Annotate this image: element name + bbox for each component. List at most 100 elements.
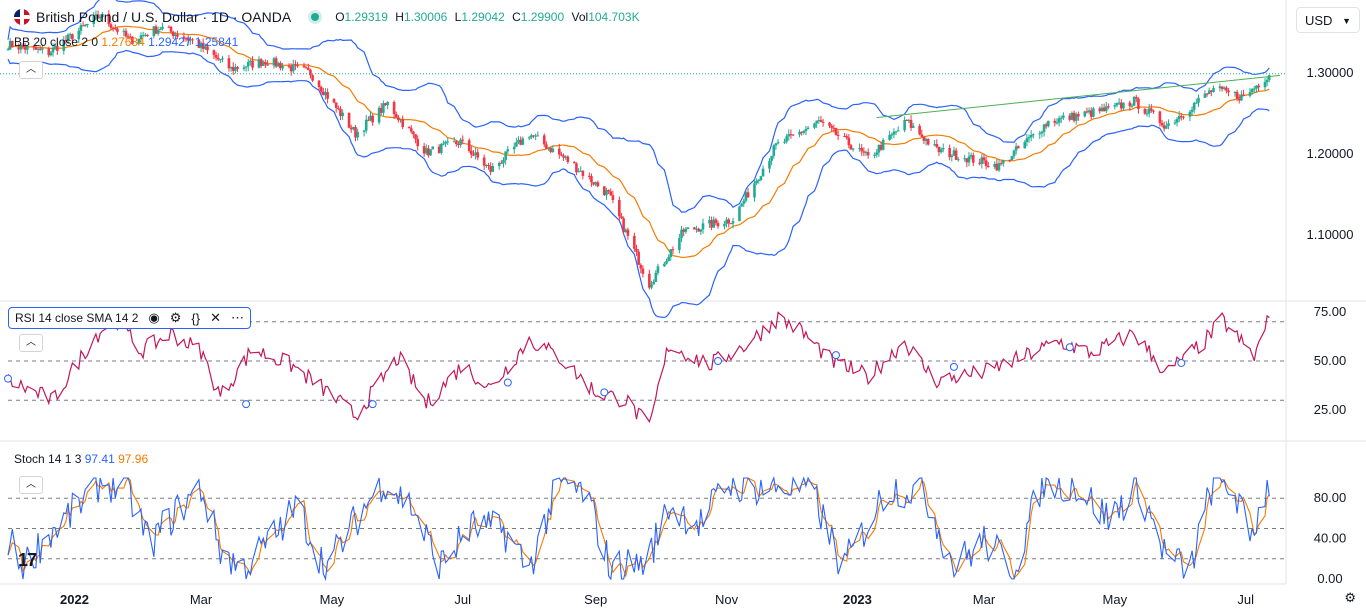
candle-body xyxy=(227,58,231,69)
candle-body xyxy=(532,135,535,137)
candle-body xyxy=(461,139,465,141)
candle-body xyxy=(414,134,417,139)
tradingview-logo[interactable]: 17 xyxy=(18,550,37,570)
candle-body xyxy=(1192,102,1196,110)
candle-body xyxy=(339,108,342,117)
candle-body xyxy=(821,121,825,123)
bb-lower-band xyxy=(7,49,1270,319)
settings-icon[interactable]: ⚙ xyxy=(1344,590,1356,605)
collapse-icon[interactable]: ︿ xyxy=(19,61,43,79)
candle-body xyxy=(1265,79,1269,82)
gear-icon[interactable]: ⚙ xyxy=(169,310,182,325)
collapse-icon[interactable]: ︿ xyxy=(19,476,43,494)
bb-upper-band xyxy=(7,0,1270,213)
candle-body xyxy=(527,137,531,139)
eye-icon[interactable]: ◉ xyxy=(148,310,160,325)
candle-body xyxy=(830,125,833,128)
candle-body xyxy=(186,38,190,41)
candle-body xyxy=(1027,137,1031,139)
candle-body xyxy=(671,249,675,251)
candle-body xyxy=(770,155,773,161)
candle-body xyxy=(1220,86,1224,89)
time-axis-label: 2023 xyxy=(843,592,872,607)
stoch-legend[interactable]: Stoch 14 1 3 97.41 97.96 xyxy=(14,452,148,466)
candle-body xyxy=(592,182,595,185)
close-icon[interactable]: ✕ xyxy=(210,310,221,325)
collapse-icon[interactable]: ︿ xyxy=(19,334,43,352)
rsi-divergence-marker xyxy=(4,374,12,383)
candle-body xyxy=(407,127,411,129)
candle-body xyxy=(564,156,568,158)
candle-body xyxy=(424,148,428,154)
candle-body xyxy=(158,29,162,31)
rsi-line xyxy=(7,311,1270,423)
candle-body xyxy=(566,156,570,163)
candle-body xyxy=(274,58,278,67)
candle-body xyxy=(311,75,314,81)
candle-body xyxy=(101,13,104,18)
candle-body xyxy=(167,26,171,28)
candle-body xyxy=(266,64,269,66)
candle-body xyxy=(605,190,608,196)
candle-body xyxy=(783,141,786,143)
candle-body xyxy=(918,125,921,135)
rsi-divergence-marker xyxy=(1065,343,1074,352)
braces-icon[interactable]: {} xyxy=(191,310,201,326)
candle-body xyxy=(1263,81,1267,88)
candle-body xyxy=(77,30,81,40)
candle-body xyxy=(1092,108,1095,117)
candle-body xyxy=(279,62,282,69)
candle-body xyxy=(124,30,128,37)
candle-body xyxy=(41,48,44,50)
candle-body xyxy=(684,228,688,232)
currency-select[interactable]: USD ▼ xyxy=(1296,7,1360,33)
candle-body xyxy=(993,163,997,168)
candle-body xyxy=(536,135,540,137)
candle-body xyxy=(128,36,132,38)
bb-legend[interactable]: BB 20 close 2 0 1.27634 1.29427 1.25841 xyxy=(14,35,238,49)
candle-body xyxy=(695,228,698,230)
rsi-axis-label: 75.00 xyxy=(1314,304,1347,319)
rsi-divergence-marker xyxy=(949,362,958,371)
more-icon[interactable]: ⋯ xyxy=(231,310,244,325)
candle-body xyxy=(1062,115,1065,118)
candle-body xyxy=(236,67,239,69)
candle-body xyxy=(307,67,310,70)
candle-body xyxy=(1068,115,1072,120)
candle-body xyxy=(171,31,175,37)
candle-body xyxy=(341,112,344,117)
candle-body xyxy=(1053,120,1057,123)
candle-body xyxy=(489,165,492,172)
candle-body xyxy=(392,102,396,115)
rsi-legend[interactable]: RSI 14 close SMA 14 2 ◉ ⚙ {} ✕ ⋯ xyxy=(8,307,251,329)
candle-body xyxy=(291,64,295,72)
candle-body xyxy=(1225,87,1228,91)
candle-body xyxy=(626,229,630,236)
price-axis-label: 1.10000 xyxy=(1307,227,1354,242)
candle-body xyxy=(648,273,651,288)
candle-body xyxy=(502,159,505,164)
candle-body xyxy=(542,135,546,145)
candle-body xyxy=(143,34,147,36)
candle-body xyxy=(1162,125,1166,129)
candle-body xyxy=(1059,117,1063,119)
time-axis-label: Nov xyxy=(715,592,739,607)
candle-body xyxy=(309,69,312,76)
candle-body xyxy=(967,156,971,163)
candle-body xyxy=(412,131,415,135)
candle-body xyxy=(896,130,900,132)
symbol-title[interactable]: British Pound / U.S. Dollar · 1D · OANDA xyxy=(36,9,292,25)
candle-body xyxy=(1070,112,1074,120)
candle-body xyxy=(562,155,565,158)
candle-body xyxy=(1102,107,1106,112)
candle-body xyxy=(204,46,207,49)
candle-body xyxy=(984,160,988,167)
candle-body xyxy=(364,119,368,131)
candle-body xyxy=(836,134,840,137)
candle-body xyxy=(457,143,460,146)
candle-body xyxy=(877,145,881,153)
candle-body xyxy=(866,152,870,156)
candle-body xyxy=(216,57,220,60)
candle-body xyxy=(603,186,606,196)
